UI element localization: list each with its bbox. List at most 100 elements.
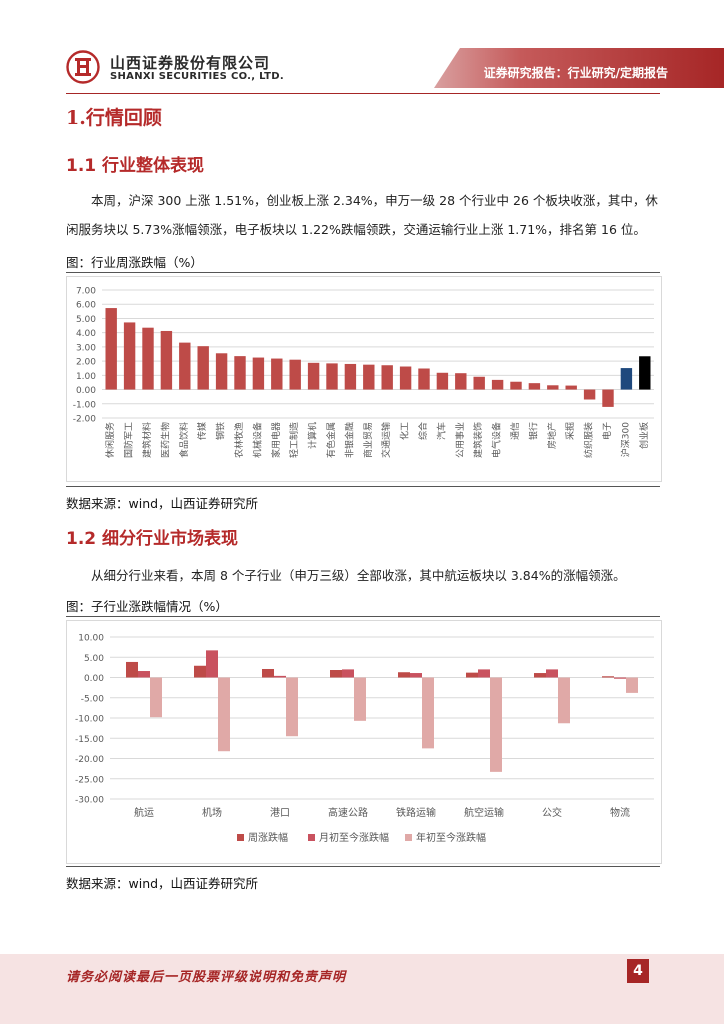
bar-4-series-2: [342, 669, 354, 678]
x-tick-label: 电子: [601, 422, 613, 440]
bar-7: [215, 353, 228, 390]
x-tick-label: 港口: [270, 807, 290, 819]
subsection-title-1-1: 1.1 行业整体表现: [66, 156, 205, 176]
bar-19: [436, 372, 449, 390]
chart-border: [66, 620, 662, 864]
x-tick-label: 建筑装饰: [472, 422, 484, 458]
x-tick-label: 交通运输: [380, 422, 392, 458]
x-tick-label: 机械设备: [251, 422, 263, 458]
figure-bottom-rule-1: [66, 486, 660, 487]
section-title: 1.行情回顾: [66, 107, 162, 129]
y-tick-label: -25.00: [75, 775, 104, 785]
y-tick-label: 7.00: [76, 287, 96, 297]
bar-6-series-2: [478, 669, 490, 678]
bar-1-series-3: [150, 677, 162, 718]
bar-15: [363, 364, 375, 390]
bar-11: [289, 359, 301, 390]
y-tick-label: 6.00: [76, 301, 96, 311]
x-tick-label: 物流: [610, 806, 630, 819]
y-tick-label: 5.00: [84, 654, 104, 664]
bar-16: [381, 365, 393, 390]
x-tick-label: 纺织服装: [583, 422, 595, 458]
bar-22: [491, 379, 504, 390]
company-name-cn: 山西证券股份有限公司: [110, 54, 271, 72]
y-tick-label: 0.00: [76, 386, 96, 396]
bar-2-series-2: [206, 650, 218, 678]
company-name-en: SHANXI SECURITIES CO., LTD.: [110, 71, 284, 82]
x-tick-label: 公用事业: [454, 422, 466, 458]
y-tick-label: -5.00: [81, 694, 105, 704]
x-tick-label: 创业板: [638, 422, 650, 449]
x-tick-label: 医药生物: [159, 422, 171, 458]
data-source-1: 数据来源：wind，山西证券研究所: [66, 496, 259, 511]
x-tick-label: 非银金融: [343, 422, 355, 458]
bar-2-series-3: [218, 677, 230, 752]
bar-20: [455, 373, 467, 390]
bar-29: [620, 368, 633, 390]
report-type-text: 证券研究报告：行业研究/定期报告: [483, 66, 668, 80]
x-tick-label: 化工: [399, 422, 411, 440]
bar-30: [639, 356, 651, 390]
y-tick-label: 10.00: [78, 634, 104, 644]
x-tick-label: 房地产: [546, 422, 558, 449]
bar-5-series-2: [410, 673, 422, 678]
bar-7-series-1: [534, 673, 546, 678]
bar-1-series-1: [126, 661, 138, 678]
x-tick-label: 通信: [509, 422, 521, 440]
bar-2-series-1: [194, 665, 206, 678]
x-tick-label: 沪深300: [619, 422, 631, 457]
bar-2: [123, 322, 136, 390]
x-tick-label: 汽车: [435, 422, 447, 440]
bar-18: [418, 368, 430, 390]
bar-1: [105, 308, 117, 390]
company-logo-icon: [66, 50, 100, 84]
figure-top-rule-2: [66, 616, 660, 617]
bar-28: [602, 389, 614, 407]
y-tick-label: -15.00: [75, 735, 104, 745]
bar-1-series-2: [138, 671, 150, 678]
x-tick-label: 银行: [527, 422, 539, 440]
bar-8-series-1: [602, 676, 614, 678]
x-tick-label: 电气设备: [491, 422, 503, 458]
legend-swatch-1: [237, 834, 244, 841]
bar-23: [510, 381, 522, 390]
disclaimer-note: 请务必阅读最后一页股票评级说明和免责声明: [66, 970, 347, 985]
paragraph-1-1: 本周，沪深 300 上涨 1.51%，创业板上涨 2.34%，申万一级 28 个…: [66, 193, 658, 237]
subsection-title-1-2: 1.2 细分行业市场表现: [66, 529, 239, 549]
y-tick-label: -30.00: [75, 796, 104, 806]
x-tick-label: 铁路运输: [396, 806, 436, 819]
bar-12: [307, 362, 320, 390]
x-tick-label: 综合: [417, 422, 429, 440]
y-tick-label: 2.00: [76, 358, 96, 368]
bar-3: [142, 327, 154, 390]
bar-4-series-3: [354, 677, 366, 721]
y-tick-label: -1.00: [73, 400, 97, 410]
paragraph-1-2: 从细分行业来看，本周 8 个子行业（申万三级）全部收涨，其中航运板块以 3.84…: [91, 568, 626, 583]
bar-8: [234, 356, 246, 390]
bar-3-series-1: [262, 668, 274, 678]
bar-24: [528, 383, 541, 390]
figure-bottom-rule-2: [66, 866, 660, 867]
x-tick-label: 有色金属: [325, 422, 337, 458]
bar-5: [179, 342, 191, 390]
figure-top-rule-1: [66, 272, 660, 273]
x-tick-label: 国防军工: [123, 422, 135, 458]
page-header: 山西证券股份有限公司 SHANXI SECURITIES CO., LTD. 证…: [0, 0, 724, 96]
legend-label-2: 月初至今涨跌幅: [319, 831, 389, 844]
bar-6: [197, 346, 209, 390]
bar-8-series-2: [614, 677, 626, 679]
bar-4-series-1: [330, 670, 342, 678]
bar-25: [547, 385, 559, 390]
bar-5-series-3: [422, 677, 434, 749]
bar-26: [565, 385, 577, 390]
legend-swatch-2: [308, 834, 315, 841]
bar-4: [160, 330, 173, 390]
y-tick-label: -10.00: [75, 715, 104, 725]
page-number: 4: [627, 959, 649, 983]
bar-7-series-2: [546, 669, 558, 678]
bar-8-series-3: [626, 677, 638, 693]
bar-7-series-3: [558, 677, 570, 724]
x-tick-label: 钢铁: [215, 422, 227, 440]
legend-label-1: 周涨跌幅: [248, 831, 288, 844]
x-tick-label: 传媒: [196, 422, 208, 440]
